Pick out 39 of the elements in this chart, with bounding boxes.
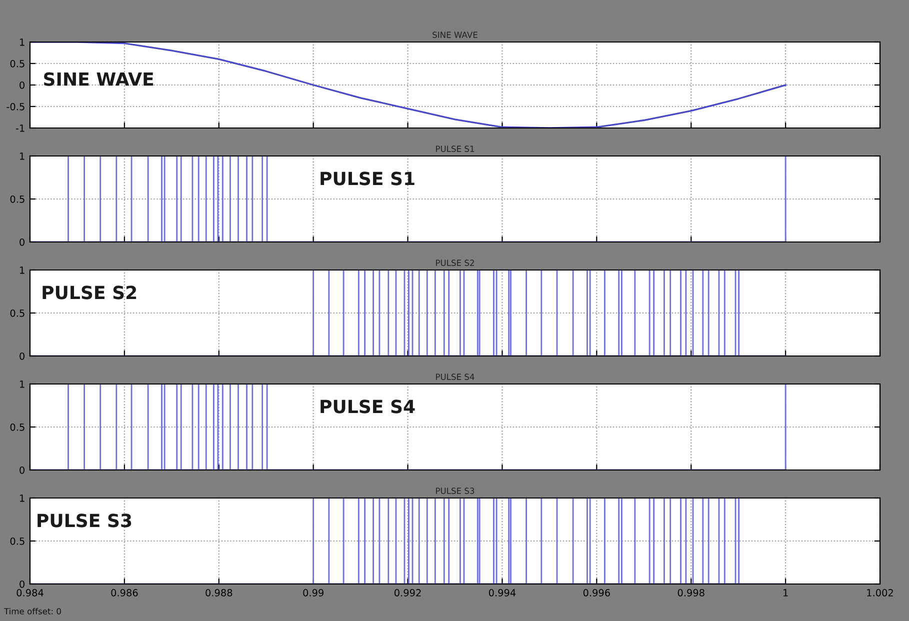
y-tick-label: 1 bbox=[20, 266, 24, 274]
x-tick-label: 0.992 bbox=[394, 589, 421, 596]
chart-title: PULSE S4 bbox=[436, 374, 474, 380]
x-tick-label: 1 bbox=[784, 589, 788, 596]
y-tick-label: 1 bbox=[20, 38, 24, 46]
y-tick-label: 0.5 bbox=[10, 60, 24, 68]
y-tick-label: 0 bbox=[20, 352, 24, 360]
x-tick-label: 0.998 bbox=[678, 589, 704, 596]
chart-title: PULSE S1 bbox=[436, 146, 474, 152]
y-tick-label: 0 bbox=[20, 580, 24, 588]
annotation: PULSE S2 bbox=[42, 286, 136, 300]
annotation: SINE WAVE bbox=[44, 72, 154, 86]
y-tick-label: 0 bbox=[20, 238, 24, 246]
x-tick-label: 0.984 bbox=[16, 589, 44, 596]
annotation: PULSE S4 bbox=[320, 400, 415, 414]
y-tick-label: -1 bbox=[16, 124, 24, 132]
annotation: PULSE S3 bbox=[38, 514, 132, 528]
x-tick-label: 1.002 bbox=[867, 589, 893, 596]
line-series bbox=[30, 42, 786, 128]
y-tick-label: 0 bbox=[20, 466, 24, 474]
y-tick-label: 1 bbox=[20, 494, 24, 502]
y-tick-label: 0.5 bbox=[10, 537, 24, 545]
annotation: PULSE S1 bbox=[320, 172, 414, 186]
x-tick-label: 0.99 bbox=[303, 589, 324, 596]
x-tick-label: 0.988 bbox=[206, 589, 232, 596]
y-tick-label: 1 bbox=[20, 152, 24, 160]
text: Time offset: 0 bbox=[4, 608, 61, 614]
y-tick-label: 0.5 bbox=[10, 423, 24, 431]
chart-title: PULSE S2 bbox=[436, 260, 474, 266]
y-tick-label: 1 bbox=[20, 380, 24, 388]
chart-title: SINE WAVE bbox=[432, 32, 478, 38]
chart-title: PULSE S3 bbox=[436, 488, 474, 494]
x-tick-label: 0.986 bbox=[111, 589, 138, 596]
y-tick-label: 0.5 bbox=[10, 309, 24, 317]
y-tick-label: 0.5 bbox=[10, 195, 24, 203]
x-tick-label: 0.996 bbox=[583, 589, 610, 596]
y-tick-label: 0 bbox=[20, 81, 24, 89]
y-tick-label: -0.5 bbox=[6, 102, 24, 110]
x-tick-label: 0.994 bbox=[488, 589, 516, 596]
